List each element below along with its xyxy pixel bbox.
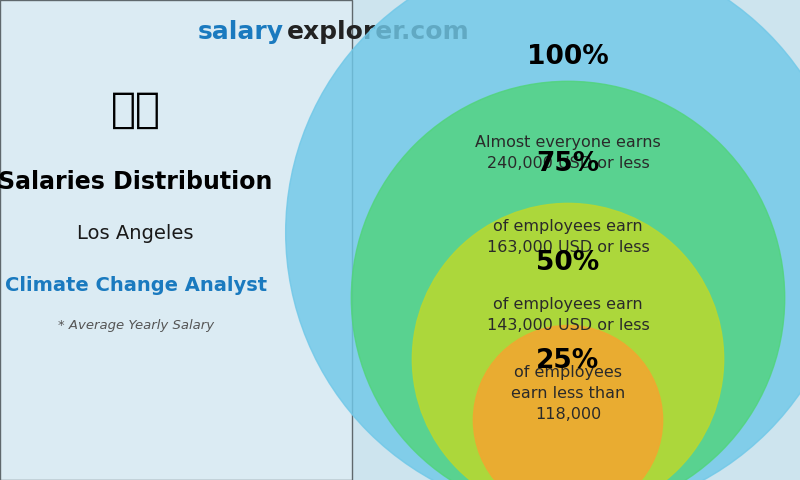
Text: explorer.com: explorer.com <box>286 21 469 45</box>
Text: 50%: 50% <box>536 250 600 276</box>
Text: 🇺🇸: 🇺🇸 <box>110 89 161 131</box>
Text: 25%: 25% <box>536 348 600 374</box>
Text: of employees earn
143,000 USD or less: of employees earn 143,000 USD or less <box>486 298 650 334</box>
Circle shape <box>286 0 800 480</box>
Circle shape <box>351 81 785 480</box>
Text: Los Angeles: Los Angeles <box>78 224 194 243</box>
Text: Almost everyone earns
240,000 USD or less: Almost everyone earns 240,000 USD or les… <box>475 135 661 171</box>
Circle shape <box>412 204 724 480</box>
Circle shape <box>474 325 662 480</box>
Text: Climate Change Analyst: Climate Change Analyst <box>5 276 266 295</box>
FancyBboxPatch shape <box>0 0 352 480</box>
Text: of employees
earn less than
118,000: of employees earn less than 118,000 <box>511 365 625 422</box>
Text: salary: salary <box>198 21 284 45</box>
Text: 75%: 75% <box>536 151 600 177</box>
Text: Salaries Distribution: Salaries Distribution <box>0 170 273 194</box>
Text: 100%: 100% <box>527 44 609 70</box>
Text: of employees earn
163,000 USD or less: of employees earn 163,000 USD or less <box>486 219 650 255</box>
Text: * Average Yearly Salary: * Average Yearly Salary <box>58 319 214 332</box>
